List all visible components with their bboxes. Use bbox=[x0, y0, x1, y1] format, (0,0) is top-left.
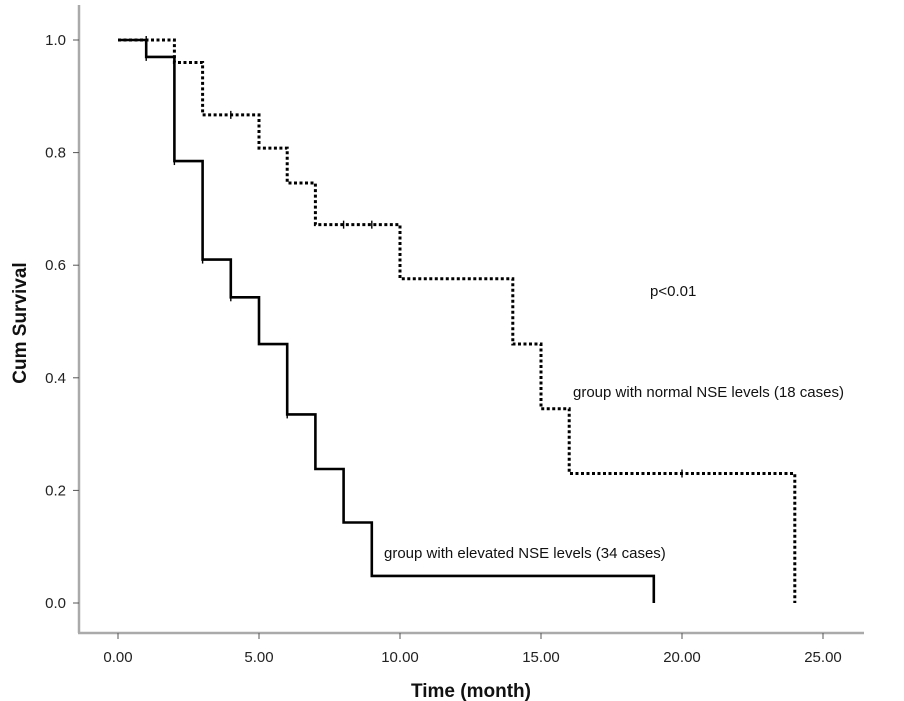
x-tick-label: 15.00 bbox=[522, 649, 560, 666]
x-tick-label: 5.00 bbox=[244, 649, 273, 666]
p-value-annotation: p<0.01 bbox=[650, 283, 696, 300]
y-tick-label: 0.2 bbox=[45, 482, 66, 499]
y-tick-label: 0.4 bbox=[45, 370, 66, 387]
y-tick-label: 1.0 bbox=[45, 32, 66, 49]
x-tick-label: 10.00 bbox=[381, 649, 419, 666]
y-tick-label: 0.6 bbox=[45, 257, 66, 274]
elevated-nse-survival-curve bbox=[118, 38, 656, 603]
normal-nse-annotation: group with normal NSE levels (18 cases) bbox=[573, 384, 844, 401]
y-tick-label: 0.8 bbox=[45, 145, 66, 162]
normal-nse-survival-curve bbox=[118, 38, 797, 603]
y-axis-title: Cum Survival bbox=[10, 262, 31, 383]
x-axis-title: Time (month) bbox=[411, 681, 531, 701]
elevated-nse-annotation: group with elevated NSE levels (34 cases… bbox=[384, 545, 666, 562]
y-tick-label: 0.0 bbox=[45, 595, 66, 612]
x-tick-label: 25.00 bbox=[804, 649, 842, 666]
x-tick-label: 20.00 bbox=[663, 649, 701, 666]
x-tick-label: 0.00 bbox=[103, 649, 132, 666]
